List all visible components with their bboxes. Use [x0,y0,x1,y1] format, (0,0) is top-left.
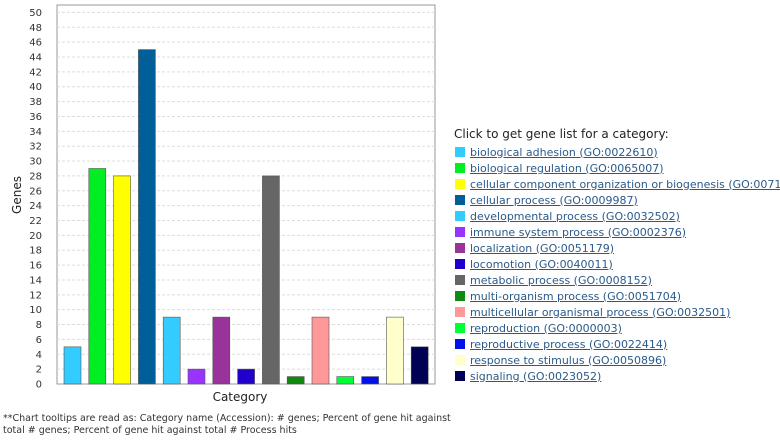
y-tick-label: 38 [29,97,42,108]
legend-items: biological adhesion (GO:0022610) biologic… [454,144,780,384]
y-tick-label: 20 [29,231,42,242]
legend-category-link[interactable]: biological regulation (GO:0065007) [470,161,664,175]
legend-item[interactable]: biological adhesion (GO:0022610) [454,144,774,160]
legend-swatch [455,147,465,157]
y-tick-label: 42 [29,67,42,78]
bar[interactable] [262,175,280,385]
bar[interactable] [336,376,355,385]
legend-category-link[interactable]: response to stimulus (GO:0050896) [470,353,667,367]
y-tick-label: 46 [29,38,42,49]
legend-swatch [455,323,465,333]
legend-swatch [455,227,465,237]
chart-tooltip-footnote: **Chart tooltips are read as: Category n… [3,413,451,436]
y-tick-label: 26 [29,186,42,197]
x-axis-title: Category [213,390,268,404]
bar-chart: 0246810121416182022242628303234363840424… [10,4,436,404]
bar[interactable] [386,316,404,385]
bar[interactable] [361,376,379,385]
legend-category-link[interactable]: localization (GO:0051179) [470,241,615,255]
legend-swatch [455,259,465,269]
y-tick-label: 44 [29,53,42,64]
y-tick-label: 48 [29,23,42,34]
legend-item[interactable]: developmental process (GO:0032502) [454,208,774,224]
legend-item[interactable]: cellular component organization or bioge… [454,176,780,192]
y-tick-label: 30 [29,157,42,168]
y-tick-label: 18 [29,246,42,257]
legend-category-link[interactable]: locomotion (GO:0040011) [470,257,613,271]
legend-swatch [455,371,465,381]
y-tick-label: 10 [29,305,42,316]
legend-item[interactable]: signaling (GO:0023052) [454,368,774,384]
legend-item[interactable]: biological regulation (GO:0065007) [454,160,774,176]
legend-swatch [455,291,465,301]
legend-category-link[interactable]: immune system process (GO:0002376) [470,225,686,239]
y-tick-label: 8 [36,320,42,331]
legend-item[interactable]: reproduction (GO:0000003) [454,320,774,336]
y-tick-label: 12 [29,290,42,301]
legend-swatch [455,307,465,317]
legend-title: Click to get gene list for a category: [454,127,669,141]
bars [63,49,429,385]
bar[interactable] [162,316,181,385]
legend-category-link[interactable]: multicellular organismal process (GO:003… [470,305,731,319]
legend: Click to get gene list for a category: b… [454,127,780,384]
bar[interactable] [138,49,156,385]
legend-category-link[interactable]: cellular component organization or bioge… [470,177,780,191]
y-tick-label: 50 [29,8,42,19]
legend-category-link[interactable]: cellular process (GO:0009987) [470,193,638,207]
bar[interactable] [63,346,82,385]
bar[interactable] [311,316,330,385]
bar[interactable] [113,175,131,385]
legend-item[interactable]: locomotion (GO:0040011) [454,256,774,272]
legend-item[interactable]: response to stimulus (GO:0050896) [454,352,774,368]
legend-swatch [455,243,465,253]
legend-swatch [455,339,465,349]
legend-category-link[interactable]: reproductive process (GO:0022414) [470,337,668,351]
bar[interactable] [212,316,231,385]
y-axis-ticks: 0246810121416182022242628303234363840424… [29,8,42,391]
y-tick-label: 6 [36,335,42,346]
legend-item[interactable]: multicellular organismal process (GO:003… [454,304,774,320]
y-tick-label: 16 [29,261,42,272]
legend-swatch [455,179,465,189]
bar[interactable] [410,346,429,385]
legend-item[interactable]: localization (GO:0051179) [454,240,774,256]
y-tick-label: 0 [36,380,42,391]
y-tick-label: 22 [29,216,42,227]
bar[interactable] [187,368,206,385]
legend-swatch [455,195,465,205]
legend-category-link[interactable]: biological adhesion (GO:0022610) [470,145,658,159]
legend-swatch [455,275,465,285]
legend-category-link[interactable]: reproduction (GO:0000003) [470,321,622,335]
legend-swatch [455,163,465,173]
y-tick-label: 28 [29,171,42,182]
legend-item[interactable]: multi-organism process (GO:0051704) [454,288,774,304]
y-tick-label: 32 [29,142,42,153]
legend-item[interactable]: immune system process (GO:0002376) [454,224,774,240]
y-tick-label: 4 [36,350,42,361]
legend-item[interactable]: metabolic process (GO:0008152) [454,272,774,288]
bar[interactable] [286,376,305,385]
legend-item[interactable]: cellular process (GO:0009987) [454,192,774,208]
legend-item[interactable]: reproductive process (GO:0022414) [454,336,774,352]
legend-category-link[interactable]: developmental process (GO:0032502) [470,209,680,223]
y-tick-label: 24 [29,201,42,212]
bar[interactable] [88,168,107,385]
legend-swatch [455,211,465,221]
y-tick-label: 34 [29,127,42,138]
bar[interactable] [237,368,255,385]
y-tick-label: 14 [29,275,42,286]
y-axis-title: Genes [10,176,24,214]
legend-category-link[interactable]: metabolic process (GO:0008152) [470,273,652,287]
y-tick-label: 2 [36,365,42,376]
y-tick-label: 40 [29,82,42,93]
y-tick-label: 36 [29,112,42,123]
legend-category-link[interactable]: multi-organism process (GO:0051704) [470,289,682,303]
legend-category-link[interactable]: signaling (GO:0023052) [470,369,602,383]
legend-swatch [455,355,465,365]
